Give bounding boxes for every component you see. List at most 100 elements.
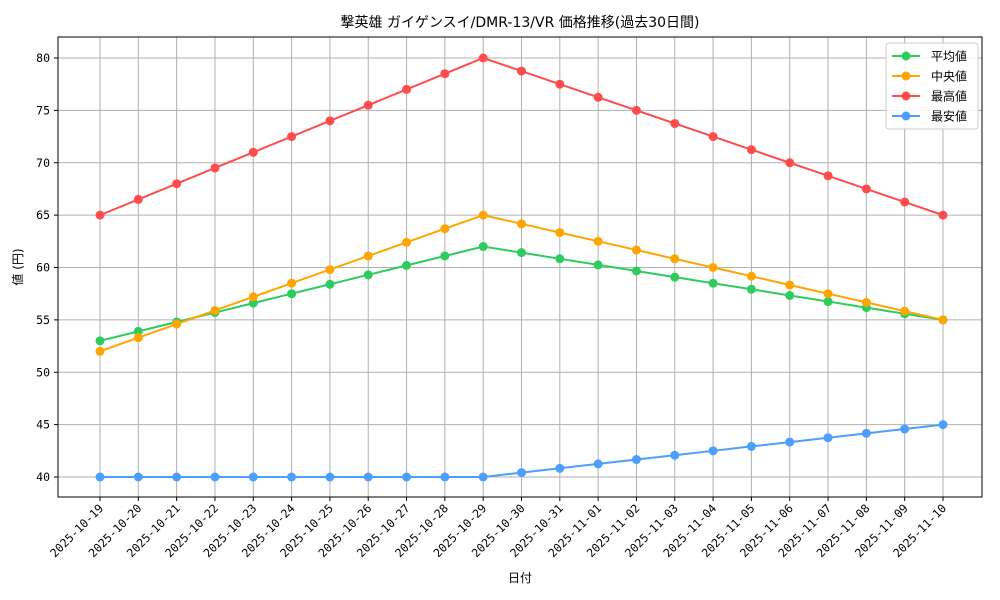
chart-title: 撃英雄 ガイゲンスイ/DMR-13/VR 価格推移(過去30日間) xyxy=(341,14,700,31)
data-point xyxy=(593,236,603,246)
data-point xyxy=(631,105,641,115)
data-point xyxy=(95,210,105,220)
data-point xyxy=(938,315,948,325)
data-point xyxy=(248,292,258,302)
data-point xyxy=(517,248,526,258)
data-point xyxy=(900,197,910,207)
data-point xyxy=(670,450,680,460)
y-tick-label: 55 xyxy=(36,313,50,327)
y-tick-label: 40 xyxy=(36,470,50,484)
data-point xyxy=(402,237,412,247)
grid-lines xyxy=(58,37,982,497)
data-point xyxy=(746,441,756,451)
series-3 xyxy=(95,420,948,482)
data-point xyxy=(402,260,412,270)
data-point xyxy=(363,251,373,261)
data-point xyxy=(133,472,143,482)
data-point xyxy=(440,472,450,482)
data-point xyxy=(95,472,105,482)
legend-item: 中央値 xyxy=(892,69,967,84)
data-point xyxy=(823,433,833,443)
legend-label: 最安値 xyxy=(931,109,967,124)
legend-marker-icon xyxy=(901,111,911,121)
y-tick-label: 70 xyxy=(36,156,50,170)
data-point xyxy=(861,428,871,438)
x-axis-ticks: 2025-10-192025-10-202025-10-212025-10-22… xyxy=(47,497,949,560)
data-point xyxy=(708,263,718,272)
data-point xyxy=(708,132,718,142)
data-point xyxy=(555,79,565,89)
data-point xyxy=(402,472,412,482)
data-point xyxy=(95,346,105,356)
legend-label: 最高値 xyxy=(931,89,967,104)
legend-label: 中央値 xyxy=(931,69,967,84)
data-point xyxy=(555,228,565,238)
data-point xyxy=(440,69,450,79)
series-1 xyxy=(95,210,948,356)
legend-marker-icon xyxy=(901,51,911,61)
data-point xyxy=(478,210,488,220)
data-point xyxy=(517,219,526,229)
data-point xyxy=(478,472,488,482)
data-point xyxy=(746,271,756,281)
data-point xyxy=(708,446,718,456)
data-point xyxy=(593,459,603,469)
data-point xyxy=(133,194,143,204)
y-tick-label: 80 xyxy=(36,51,50,65)
data-point xyxy=(210,305,220,315)
data-point xyxy=(363,472,373,482)
data-point xyxy=(938,210,948,220)
data-point xyxy=(287,472,297,482)
data-point xyxy=(440,251,450,261)
y-axis-ticks: 40 45 50 55 60 65 70 75 80 xyxy=(36,51,58,484)
data-point xyxy=(517,468,526,478)
data-point xyxy=(363,270,373,280)
legend-marker-icon xyxy=(901,91,911,101)
data-point xyxy=(325,279,335,289)
data-point xyxy=(133,326,143,336)
data-point xyxy=(785,158,795,168)
data-point xyxy=(670,118,680,128)
y-tick-label: 45 xyxy=(36,418,50,432)
data-point xyxy=(670,254,680,264)
data-point xyxy=(287,289,297,299)
data-point xyxy=(172,319,182,329)
y-tick-label: 65 xyxy=(36,208,50,222)
data-point xyxy=(593,92,603,102)
data-point xyxy=(823,171,833,181)
data-point xyxy=(746,145,756,155)
data-point xyxy=(900,306,910,316)
data-point xyxy=(631,266,641,276)
data-point xyxy=(325,472,335,482)
data-point xyxy=(708,278,718,288)
data-point xyxy=(402,84,412,94)
data-point xyxy=(785,437,795,447)
data-point xyxy=(325,265,335,275)
legend-item: 最高値 xyxy=(892,89,967,104)
data-point xyxy=(785,280,795,290)
data-point xyxy=(823,297,833,307)
data-point xyxy=(517,66,526,76)
data-point xyxy=(823,289,833,299)
data-point xyxy=(248,472,258,482)
data-point xyxy=(593,260,603,270)
data-point xyxy=(248,298,258,308)
y-tick-label: 60 xyxy=(36,261,50,275)
data-point xyxy=(172,179,182,189)
x-axis-label: 日付 xyxy=(508,571,532,585)
legend-box xyxy=(885,42,979,130)
series-2 xyxy=(95,53,948,220)
data-point xyxy=(861,184,871,194)
data-point xyxy=(631,245,641,255)
data-point xyxy=(938,420,948,430)
data-point xyxy=(172,472,182,482)
data-point xyxy=(631,455,641,465)
data-point xyxy=(785,290,795,300)
y-tick-label: 75 xyxy=(36,103,50,117)
data-point xyxy=(248,147,258,157)
legend-item: 最安値 xyxy=(892,109,967,124)
legend-item: 平均値 xyxy=(892,49,967,64)
